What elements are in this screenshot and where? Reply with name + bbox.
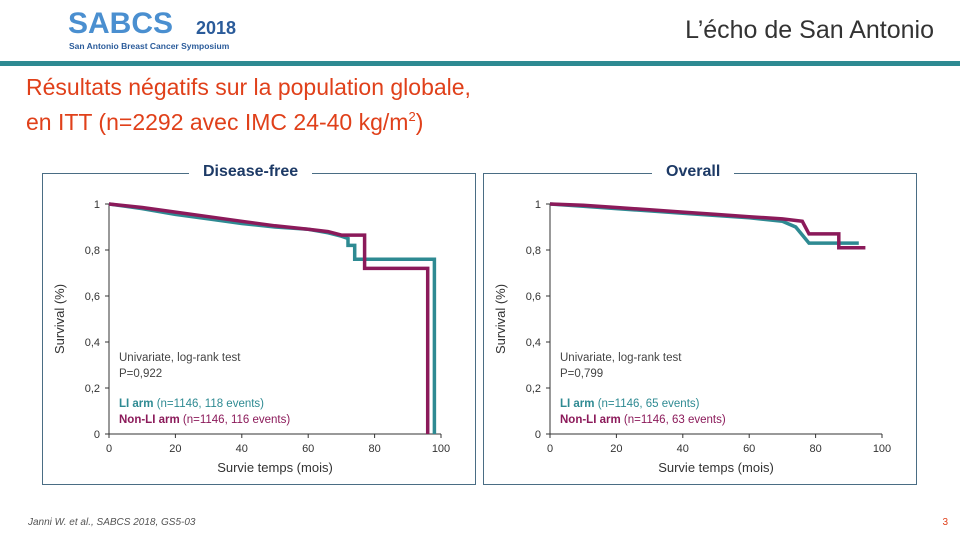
legend-entry: Non-LI arm (n=1146, 63 events)	[560, 414, 726, 426]
x-tick-label: 20	[169, 443, 181, 455]
legend-entry: LI arm (n=1146, 118 events)	[119, 398, 264, 410]
chart-overall: 0 0,2 0,4 0,6 0,8 1 0 20 40 60 80 100 Survie temps (…	[493, 199, 891, 475]
y-tick-label: 0,8	[526, 245, 541, 257]
slide-title-line2-prefix: en ITT (n=2292 avec IMC 24-40 kg/m	[26, 109, 409, 135]
y-tick-label: 0,2	[526, 383, 541, 395]
header-divider	[0, 61, 960, 66]
slide-title-line1: Résultats négatifs sur la population glo…	[26, 74, 471, 100]
y-tick-label: 0,6	[85, 291, 100, 303]
x-tick-label: 40	[236, 443, 248, 455]
y-tick-label: 0	[535, 429, 541, 441]
page-number: 3	[942, 517, 948, 528]
y-tick-label: 0,4	[85, 337, 100, 349]
logo-subtitle: San Antonio Breast Cancer Symposium	[69, 41, 230, 51]
x-tick-label: 80	[368, 443, 380, 455]
y-axis-title: Survival (%)	[52, 284, 67, 354]
x-tick-label: 100	[873, 443, 891, 455]
x-axis-title: Survie temps (mois)	[217, 460, 333, 475]
x-tick-label: 40	[677, 443, 689, 455]
test-annotation: Univariate, log-rank test	[560, 352, 682, 364]
panel-title-overall: Overall	[652, 163, 735, 181]
slide-title: Résultats négatifs sur la population glo…	[26, 72, 471, 137]
survival-curve-non-li-arm	[108, 202, 430, 434]
x-tick-label: 0	[106, 443, 112, 455]
logo-year: 2018	[196, 18, 237, 38]
footer-reference: Janni W. et al., SABCS 2018, GS5-03	[28, 517, 196, 528]
y-tick-label: 0,6	[526, 291, 541, 303]
chart-disease-free: 0 0,2 0,4 0,6 0,8 1 0 20 40 60 80 100 Survie temps (…	[52, 199, 450, 475]
panel-disease-free: Disease-free 0 0,2 0,4 0,6 0,8 1 0 20 40 60 80 100 S…	[42, 163, 476, 485]
x-tick-label: 60	[743, 443, 755, 455]
brand-title: L’écho de San Antonio	[685, 16, 934, 44]
legend-arm-detail: (n=1146, 116 events)	[180, 414, 291, 426]
x-tick-label: 20	[610, 443, 622, 455]
x-tick-label: 60	[302, 443, 314, 455]
legend-arm-detail: (n=1146, 63 events)	[621, 414, 726, 426]
legend-entry: Non-LI arm (n=1146, 116 events)	[119, 414, 290, 426]
slide-title-line2: en ITT (n=2292 avec IMC 24-40 kg/m2)	[26, 102, 471, 137]
survival-curve-li-arm	[549, 202, 859, 245]
panel-overall: Overall 0 0,2 0,4 0,6 0,8 1 0 20 40 60 80 100 Survie…	[483, 163, 917, 485]
y-tick-label: 1	[535, 199, 541, 211]
slide-title-line2-suffix: )	[415, 109, 424, 135]
survival-curve-non-li-arm	[549, 202, 866, 250]
legend-arm-detail: (n=1146, 118 events)	[154, 398, 265, 410]
x-axis-title: Survie temps (mois)	[658, 460, 774, 475]
x-tick-label: 0	[547, 443, 553, 455]
x-tick-label: 100	[432, 443, 450, 455]
y-tick-label: 1	[94, 199, 100, 211]
y-axis-title: Survival (%)	[493, 284, 508, 354]
p-value-annotation: P=0,922	[119, 368, 162, 380]
legend-arm-name: LI arm	[560, 398, 595, 410]
legend-entry: LI arm (n=1146, 65 events)	[560, 398, 700, 410]
logo-wordmark: SABCS	[68, 7, 174, 40]
slide-title-superscript: 2	[408, 109, 416, 124]
p-value-annotation: P=0,799	[560, 368, 603, 380]
legend-arm-name: LI arm	[119, 398, 154, 410]
panel-title-disease-free: Disease-free	[189, 163, 313, 181]
legend-arm-name: Non-LI arm	[560, 414, 621, 426]
y-tick-label: 0,8	[85, 245, 100, 257]
sabcs-logo: SABCS 2018 San Antonio Breast Cancer Sym…	[68, 8, 268, 52]
test-annotation: Univariate, log-rank test	[119, 352, 241, 364]
legend-arm-detail: (n=1146, 65 events)	[595, 398, 700, 410]
y-tick-label: 0	[94, 429, 100, 441]
legend-arm-name: Non-LI arm	[119, 414, 180, 426]
y-tick-label: 0,2	[85, 383, 100, 395]
y-tick-label: 0,4	[526, 337, 541, 349]
x-tick-label: 80	[809, 443, 821, 455]
